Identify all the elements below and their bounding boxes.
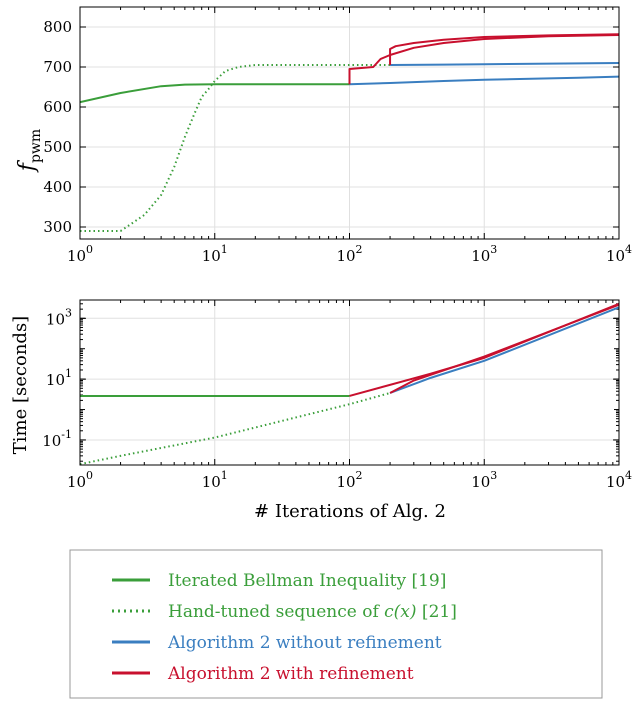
legend: Iterated Bellman Inequality [19] Hand-tu… bbox=[69, 549, 603, 699]
y-tick-label: 300 bbox=[43, 218, 72, 236]
series-line-green-1 bbox=[80, 64, 391, 232]
series-line-red-5 bbox=[389, 33, 619, 65]
series-line-green-1 bbox=[80, 392, 391, 465]
y-tick-label: 400 bbox=[43, 178, 72, 196]
plot-frame bbox=[79, 6, 620, 240]
x-tick-label: 104 bbox=[606, 469, 632, 491]
series-line-red-4 bbox=[389, 303, 619, 394]
x-tick-label: 102 bbox=[336, 469, 362, 491]
chart-bottom-time: 100 101 102 103 104 10-1 101 103 Time [seconds] #… bbox=[10, 299, 632, 522]
y-tick-label: 10-1 bbox=[42, 428, 72, 450]
x-tick-label: 104 bbox=[606, 243, 632, 265]
x-tick-label: 103 bbox=[471, 469, 497, 491]
y-tick-label: 700 bbox=[43, 58, 72, 76]
x-axis-label: # Iterations of Alg. 2 bbox=[254, 501, 446, 522]
legend-label-hand-tuned: Hand-tuned sequence of c(x) [21] bbox=[168, 602, 457, 622]
x-tick-label: 101 bbox=[202, 469, 228, 491]
series-line-blue-2 bbox=[349, 75, 619, 86]
legend-label-no-refinement: Algorithm 2 without refinement bbox=[167, 633, 442, 653]
series-line-blue-3 bbox=[390, 62, 619, 66]
y-axis-label-fpwm: fpwm bbox=[15, 129, 44, 173]
x-tick-label: 101 bbox=[202, 243, 228, 265]
series-line-green-0 bbox=[80, 83, 350, 104]
x-tick-label: 102 bbox=[336, 243, 362, 265]
legend-frame bbox=[69, 549, 603, 699]
y-tick-label: 600 bbox=[43, 98, 72, 116]
series-line-blue-2 bbox=[389, 306, 619, 394]
plot-frame bbox=[79, 299, 620, 466]
y-tick-label: 800 bbox=[43, 18, 72, 36]
y-tick-label: 500 bbox=[43, 138, 72, 156]
x-tick-label: 103 bbox=[471, 243, 497, 265]
legend-label-hand-tuned-math: c(x) bbox=[384, 602, 416, 622]
legend-label-hand-tuned-post: [21] bbox=[417, 602, 457, 622]
y-axis-label-time: Time [seconds] bbox=[10, 316, 31, 454]
legend-label-bellman: Iterated Bellman Inequality [19] bbox=[168, 571, 446, 591]
chart-top-fpwm: 100 101 102 103 104 300 400 500 600 700 800 fpwm bbox=[15, 6, 632, 265]
x-tick-label: 100 bbox=[67, 243, 93, 265]
legend-label-with-refinement: Algorithm 2 with refinement bbox=[167, 664, 414, 684]
series-line-red-4 bbox=[348, 34, 619, 85]
y-tick-label: 101 bbox=[46, 367, 72, 389]
x-tick-label: 100 bbox=[67, 469, 93, 491]
legend-label-hand-tuned-pre: Hand-tuned sequence of bbox=[168, 602, 384, 622]
y-tick-label: 103 bbox=[46, 306, 72, 328]
